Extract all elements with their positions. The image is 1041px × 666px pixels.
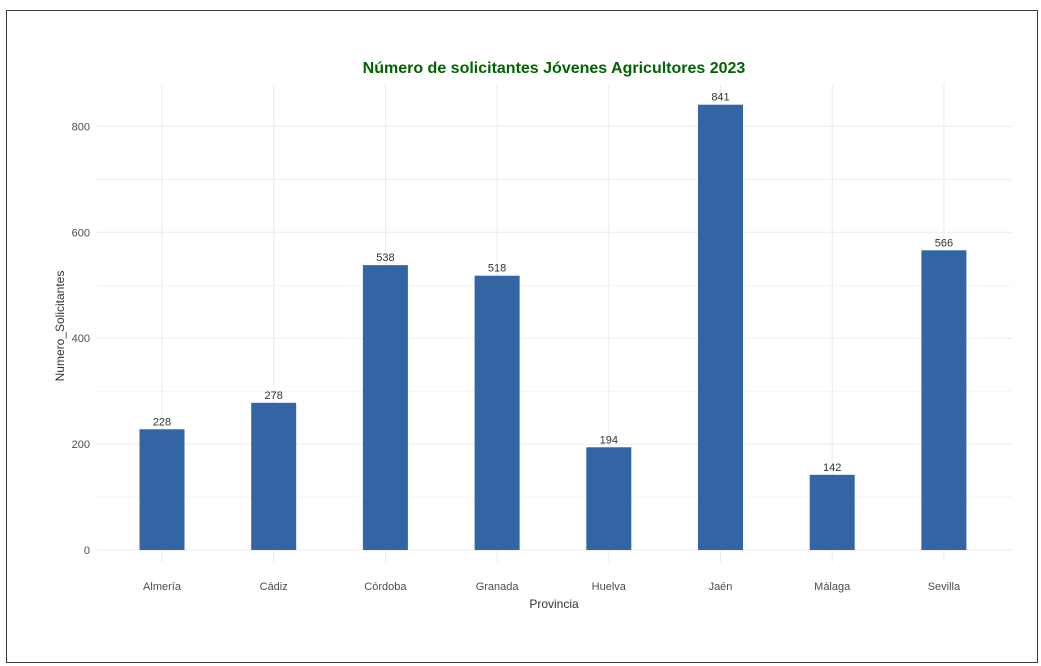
bar (362, 265, 408, 550)
bar-value-label: 538 (376, 252, 394, 264)
bar (139, 429, 185, 550)
x-tick-label: Jaén (709, 581, 733, 593)
data-labels: 228 278 538 518 194 841 142 566 (153, 92, 953, 474)
y-tick-label: 400 (72, 333, 90, 345)
y-axis-title: Numero_Solicitantes (53, 271, 67, 382)
y-tick-label: 200 (72, 439, 90, 451)
bar (474, 275, 520, 550)
x-tick-label: Huelva (592, 581, 627, 593)
bar-value-label: 142 (823, 462, 841, 474)
y-axis-ticks: 0 200 400 600 800 (72, 121, 90, 557)
x-axis-ticks: Almería Cádiz Córdoba Granada Huelva Jaén Mála… (143, 581, 961, 593)
bar (809, 474, 855, 550)
bar-value-label: 228 (153, 416, 171, 428)
y-tick-label: 0 (84, 545, 90, 557)
chart-title: Número de solicitantes Jóvenes Agriculto… (363, 60, 746, 77)
bar (586, 447, 632, 550)
y-tick-label: 800 (72, 121, 90, 133)
grid-lines (97, 84, 1012, 562)
x-tick-label: Córdoba (364, 581, 407, 593)
bar-value-label: 566 (935, 237, 953, 249)
bar-value-label: 518 (488, 263, 506, 275)
x-tick-label: Málaga (814, 581, 851, 593)
bar-value-label: 278 (265, 390, 283, 402)
bar-value-label: 841 (711, 92, 729, 104)
x-tick-label: Almería (143, 581, 182, 593)
bar-value-label: 194 (600, 434, 618, 446)
x-tick-label: Sevilla (928, 581, 961, 593)
x-tick-label: Granada (476, 581, 520, 593)
bar (921, 250, 967, 551)
chart-frame (6, 10, 1038, 663)
y-tick-label: 600 (72, 227, 90, 239)
bar (698, 104, 743, 551)
bars (139, 104, 967, 551)
x-tick-label: Cádiz (260, 581, 288, 593)
bar (251, 402, 297, 550)
x-axis-title: Provincia (529, 597, 579, 611)
